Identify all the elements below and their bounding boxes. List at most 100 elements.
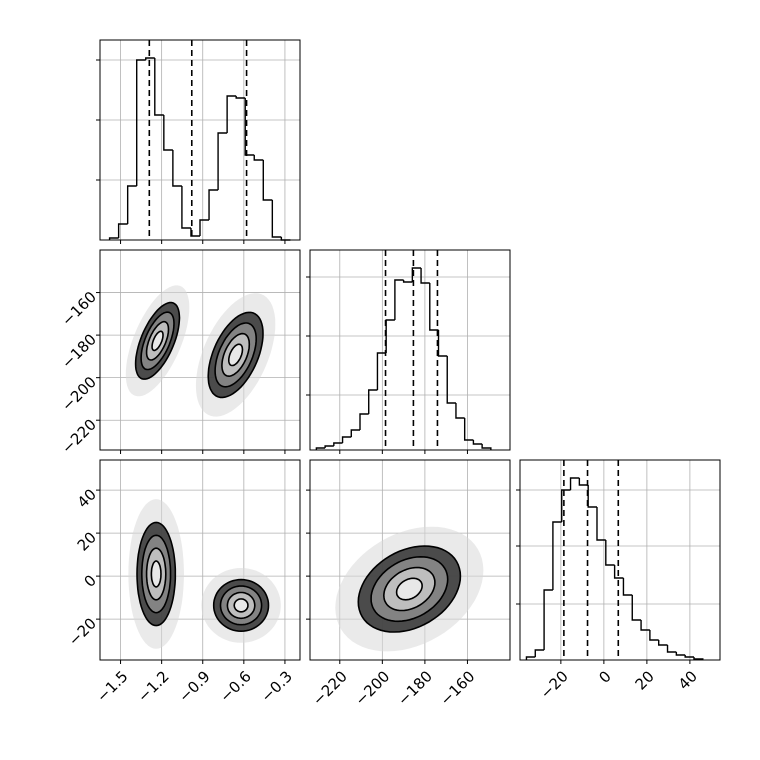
histogram-step bbox=[341, 436, 352, 443]
x-tick-label: −180 bbox=[394, 667, 436, 709]
histogram-step bbox=[420, 268, 430, 284]
panel: −220−200−180−160 bbox=[306, 459, 511, 709]
histogram-step bbox=[578, 478, 589, 486]
contour bbox=[228, 343, 244, 367]
histogram-step bbox=[394, 279, 404, 320]
panel-frame bbox=[99, 39, 301, 241]
x-tick-label: 40 bbox=[675, 667, 701, 693]
density bbox=[335, 526, 484, 652]
x-tick-label: −0.6 bbox=[216, 667, 254, 705]
panel-frame bbox=[99, 459, 301, 661]
x-tick-label: −0.9 bbox=[175, 667, 213, 705]
x-tick-label: −220 bbox=[309, 667, 351, 709]
panel-frame bbox=[309, 459, 511, 661]
histogram-step bbox=[217, 132, 228, 190]
histogram-step bbox=[126, 185, 137, 224]
histogram-step bbox=[411, 267, 422, 282]
x-tick-label: −0.3 bbox=[257, 667, 295, 705]
contour bbox=[151, 330, 164, 352]
histogram-step bbox=[190, 228, 200, 237]
histogram-step bbox=[244, 98, 255, 156]
histogram-step bbox=[429, 283, 439, 331]
histogram-step bbox=[666, 645, 677, 653]
y-tick-label: −20 bbox=[65, 614, 100, 649]
histogram-step bbox=[472, 440, 483, 445]
x-tick-label: −1.2 bbox=[134, 667, 172, 705]
panel: −220−200−180−160 bbox=[58, 249, 301, 457]
histogram-step bbox=[333, 442, 343, 446]
histogram-step bbox=[631, 595, 642, 621]
panel bbox=[96, 39, 301, 244]
histogram-step bbox=[481, 444, 492, 450]
histogram-step bbox=[605, 540, 615, 566]
histogram-step bbox=[534, 649, 545, 657]
panel-frame bbox=[99, 249, 301, 451]
histogram-step bbox=[675, 652, 686, 656]
histogram-step bbox=[684, 655, 694, 658]
histogram-step bbox=[163, 115, 173, 151]
y-tick-label: −200 bbox=[58, 373, 100, 415]
histogram-step bbox=[108, 237, 119, 240]
histogram-step bbox=[649, 630, 659, 641]
panel-frame bbox=[519, 459, 721, 661]
histogram-step bbox=[117, 223, 128, 238]
y-tick-label: −180 bbox=[58, 330, 100, 372]
histogram-step bbox=[587, 485, 597, 508]
histogram-step bbox=[315, 447, 326, 450]
y-tick-label: 0 bbox=[81, 571, 100, 590]
histogram-step bbox=[199, 219, 210, 236]
panel: −1.5 −1.2 −0.9 −0.6 −0.3 −20 0 20 40 bbox=[65, 459, 301, 706]
histogram-step bbox=[253, 155, 264, 161]
y-tick-label: −160 bbox=[58, 288, 100, 330]
histogram-step bbox=[552, 521, 562, 590]
x-tick-label: −160 bbox=[437, 667, 479, 709]
histogram-step bbox=[350, 429, 360, 437]
histogram-step bbox=[324, 445, 334, 448]
histogram-step bbox=[463, 418, 474, 441]
x-tick-label: −20 bbox=[537, 667, 572, 702]
panel bbox=[306, 249, 511, 454]
histogram-step bbox=[262, 160, 273, 201]
y-tick-label: −220 bbox=[58, 415, 100, 457]
density bbox=[128, 499, 281, 649]
histogram-step bbox=[136, 59, 146, 186]
histogram-step bbox=[455, 403, 465, 419]
histogram-step bbox=[208, 189, 219, 220]
histogram-step bbox=[640, 620, 650, 631]
histogram-step bbox=[402, 280, 413, 283]
x-tick-label: 0 bbox=[595, 667, 614, 686]
x-tick-label: −200 bbox=[351, 667, 393, 709]
panel: −20 0 20 40 bbox=[516, 459, 721, 702]
histogram-step bbox=[145, 57, 155, 60]
density bbox=[125, 285, 276, 417]
histogram-step bbox=[525, 656, 536, 660]
histogram-step bbox=[172, 150, 182, 187]
y-tick-label: 20 bbox=[74, 528, 100, 554]
histogram-step bbox=[569, 477, 580, 490]
histogram-step bbox=[368, 389, 378, 414]
histogram-step bbox=[376, 352, 387, 390]
x-tick-label: 20 bbox=[632, 667, 658, 693]
histogram-step bbox=[446, 356, 456, 404]
panel-frame bbox=[309, 249, 511, 451]
histogram-step bbox=[359, 413, 369, 430]
histogram-step bbox=[271, 200, 282, 238]
histogram-step bbox=[235, 96, 246, 99]
histogram-step bbox=[596, 507, 606, 541]
contour bbox=[233, 598, 249, 613]
histogram-step bbox=[385, 319, 395, 353]
histogram-step bbox=[154, 58, 164, 116]
histogram-step bbox=[181, 186, 191, 229]
histogram-step bbox=[622, 578, 633, 596]
histogram-step bbox=[226, 95, 237, 133]
contour bbox=[150, 560, 162, 588]
histogram-step bbox=[561, 489, 571, 522]
contour bbox=[395, 577, 423, 601]
histogram-step bbox=[437, 330, 448, 357]
histogram-step bbox=[658, 640, 668, 646]
histogram-step bbox=[543, 589, 553, 650]
x-tick-label: −1.5 bbox=[93, 667, 131, 705]
y-tick-label: 40 bbox=[74, 485, 100, 511]
histogram-step bbox=[613, 565, 624, 579]
